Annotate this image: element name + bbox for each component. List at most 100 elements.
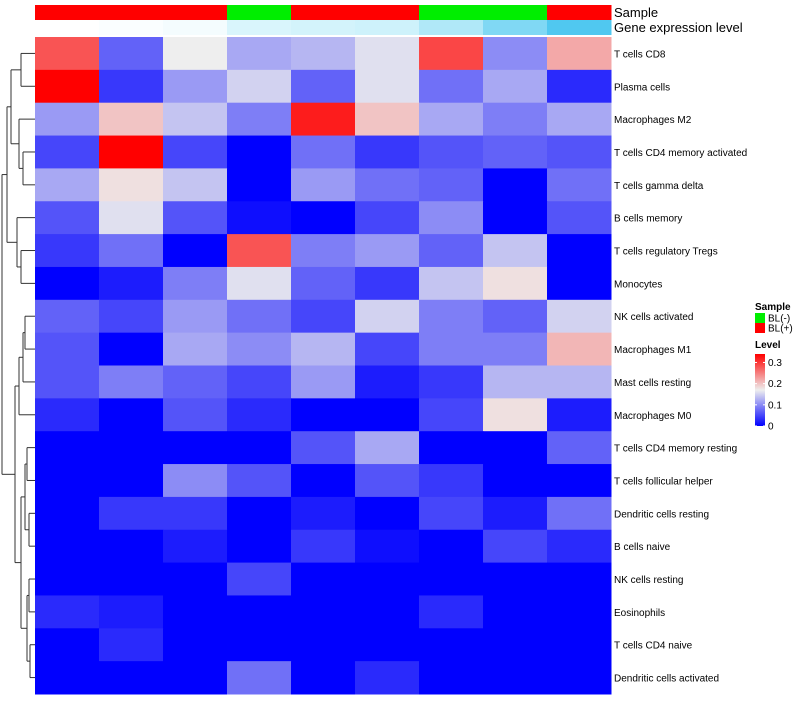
heatmap-cell [227, 628, 292, 662]
row-label: Macrophages M0 [614, 411, 692, 422]
heatmap-cell [163, 69, 228, 104]
heatmap-cell [163, 595, 228, 629]
heatmap-cell [163, 299, 228, 334]
heatmap-cell [483, 168, 548, 202]
heatmap-cell [99, 168, 164, 202]
heatmap-cell [355, 365, 420, 399]
sample-annotation-cell [227, 5, 292, 20]
heatmap-cell [99, 332, 164, 366]
heatmap-cell [35, 496, 100, 531]
heatmap-cell [291, 365, 356, 399]
heatmap-cell [227, 398, 292, 432]
legend-level-tick-label: 0.2 [768, 379, 782, 390]
heatmap-cell [547, 37, 612, 71]
heatmap-cell [35, 69, 100, 104]
heatmap-cell [291, 299, 356, 334]
heatmap-cell [99, 135, 164, 169]
heatmap-cell [483, 595, 548, 629]
heatmap-cell [547, 69, 612, 104]
heatmap-cell [227, 69, 292, 104]
heatmap-cell [35, 464, 100, 498]
column-annotations [35, 5, 612, 35]
heatmap-cell [483, 102, 548, 137]
heatmap-cell [547, 431, 612, 465]
heatmap-cell [355, 102, 420, 137]
heatmap-cell [547, 102, 612, 137]
heatmap-cell [227, 464, 292, 498]
heatmap-cell [547, 168, 612, 202]
gene-expression-annotation-cell [419, 20, 484, 35]
heatmap-cell [355, 168, 420, 202]
row-label: T cells gamma delta [614, 181, 704, 192]
sample-annotation-cell [547, 5, 612, 20]
row-label: Macrophages M1 [614, 345, 692, 356]
heatmap-cell [419, 37, 484, 71]
heatmap-cell [483, 299, 548, 334]
legend-level-tick-label: 0.1 [768, 400, 782, 411]
heatmap-cell [547, 595, 612, 629]
sample-annotation-cell [291, 5, 356, 20]
gene-expression-annotation-cell [227, 20, 292, 35]
heatmap-cell [35, 398, 100, 432]
heatmap-cell [419, 529, 484, 564]
heatmap-cell [227, 496, 292, 531]
sample-track-label: Sample [614, 5, 658, 20]
heatmap-cell [291, 496, 356, 531]
heatmap-cell [163, 135, 228, 169]
heatmap-cell [419, 102, 484, 137]
heatmap-cell [291, 266, 356, 301]
heatmap-cell [419, 168, 484, 202]
sample-annotation-cell [163, 5, 228, 20]
row-label: Mast cells resting [614, 378, 691, 389]
legend-sample-title: Sample [755, 302, 791, 313]
heatmap-cell [227, 135, 292, 169]
heatmap-cell [163, 102, 228, 137]
heatmap-cell [163, 496, 228, 531]
heatmap-cell [419, 464, 484, 498]
heatmap-cell [355, 464, 420, 498]
heatmap-cell [163, 562, 228, 596]
heatmap-cell [163, 365, 228, 399]
heatmap-cell [291, 168, 356, 202]
heatmap-cell [99, 69, 164, 104]
heatmap-cell [227, 201, 292, 235]
heatmap-cell [35, 266, 100, 301]
heatmap-cell [291, 332, 356, 366]
heatmap-cell [483, 234, 548, 268]
heatmap-cell [291, 398, 356, 432]
heatmap-cell [547, 332, 612, 366]
heatmap-cell [483, 398, 548, 432]
heatmap-cell [99, 562, 164, 596]
heatmap-cell [483, 69, 548, 104]
heatmap-cell [483, 266, 548, 301]
heatmap-cell [35, 135, 100, 169]
heatmap-cell [419, 562, 484, 596]
heatmap-cell [291, 628, 356, 662]
heatmap-cell [547, 464, 612, 498]
row-label: Plasma cells [614, 82, 670, 93]
heatmap-cell [547, 628, 612, 662]
heatmap-cell [419, 299, 484, 334]
gene-expression-annotation-cell [547, 20, 612, 35]
gene-expression-annotation-cell [35, 20, 100, 35]
legend-level-tick-label: 0.3 [768, 358, 782, 369]
heatmap-cell [35, 102, 100, 137]
heatmap-cell [163, 529, 228, 564]
heatmap-cell [227, 562, 292, 596]
heatmap-cell [419, 69, 484, 104]
heatmap-cell [99, 529, 164, 564]
row-label: T cells follicular helper [614, 476, 713, 487]
sample-annotation-cell [35, 5, 100, 20]
heatmap-cell [419, 628, 484, 662]
heatmap-cell [35, 365, 100, 399]
heatmap-cell [163, 168, 228, 202]
heatmap-cell [99, 464, 164, 498]
heatmap-cell [227, 661, 292, 695]
row-label: T cells CD8 [614, 49, 666, 60]
heatmap-cell [483, 431, 548, 465]
heatmap-cell [547, 496, 612, 531]
heatmap-cell [419, 595, 484, 629]
sample-annotation-cell [355, 5, 420, 20]
